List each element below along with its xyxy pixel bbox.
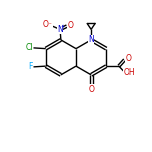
Text: OH: OH bbox=[123, 68, 135, 78]
Text: N: N bbox=[57, 25, 63, 34]
Text: Cl: Cl bbox=[26, 43, 33, 52]
Text: O: O bbox=[68, 21, 74, 30]
Text: O: O bbox=[88, 85, 94, 94]
Text: O⁻: O⁻ bbox=[43, 20, 53, 29]
Text: N: N bbox=[88, 35, 94, 44]
Text: O: O bbox=[126, 54, 131, 64]
Text: F: F bbox=[28, 62, 33, 71]
Text: +: + bbox=[61, 24, 65, 29]
